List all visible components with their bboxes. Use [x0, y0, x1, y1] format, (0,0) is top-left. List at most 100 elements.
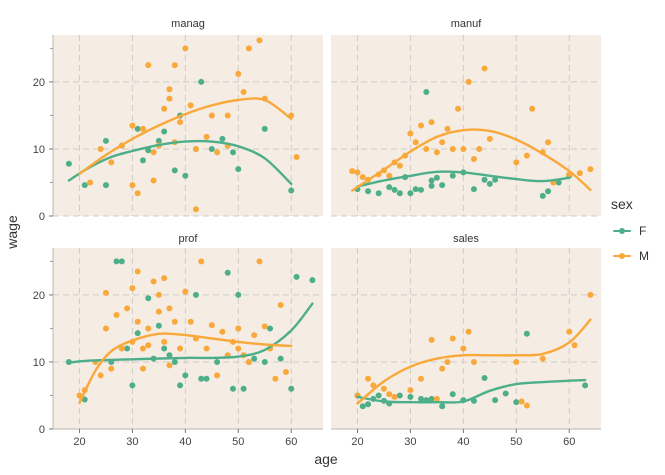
point-f — [235, 166, 242, 173]
point-m — [177, 345, 184, 352]
point-f — [428, 177, 435, 184]
point-f — [386, 184, 393, 191]
panel-strip — [53, 10, 323, 35]
x-tick-label: 50 — [232, 436, 244, 448]
smooth-line-m — [351, 128, 592, 192]
point-m — [108, 365, 115, 372]
x-tick-label: 30 — [404, 436, 416, 448]
point-m — [102, 289, 109, 296]
smooth-line-f — [67, 302, 314, 364]
point-f — [412, 186, 419, 193]
point-f — [492, 397, 499, 404]
point-f — [502, 390, 509, 397]
point-m — [251, 332, 258, 339]
smooth-line-m — [78, 332, 293, 405]
point-m — [407, 130, 414, 137]
point-f — [309, 277, 316, 284]
point-m — [349, 168, 356, 175]
point-f — [470, 186, 477, 193]
smooth-line-f — [356, 378, 587, 404]
panel-background — [53, 248, 323, 429]
point-f — [428, 395, 435, 402]
point-m — [412, 139, 419, 146]
point-f — [235, 291, 242, 298]
legend-key-m — [611, 245, 633, 267]
point-m — [444, 358, 451, 365]
point-m — [386, 391, 393, 398]
point-m — [444, 125, 451, 132]
point-f — [428, 182, 435, 189]
point-m — [396, 162, 403, 169]
point-m — [108, 159, 115, 166]
point-f — [102, 137, 109, 144]
panel-sales: sales 20 30 40 50 60 — [331, 225, 601, 448]
point-f — [539, 192, 546, 199]
point-f — [113, 258, 120, 265]
panels-layer: manag 0 10 20 manuf prof 0 10 20 20 30 40 50 60 sales 2… — [33, 10, 601, 448]
point-m — [407, 387, 414, 394]
legend-label-f: F — [639, 223, 647, 238]
point-m — [545, 139, 552, 146]
point-m — [161, 338, 168, 345]
legend-title: sex — [611, 196, 633, 212]
x-tick-label: 40 — [179, 436, 191, 448]
point-m — [481, 65, 488, 72]
point-f — [171, 358, 178, 365]
point-m — [155, 291, 162, 298]
point-m — [576, 170, 583, 177]
point-f — [523, 330, 530, 337]
point-m — [208, 112, 215, 119]
point-m — [155, 308, 162, 315]
point-m — [433, 149, 440, 156]
point-f — [134, 125, 141, 132]
point-f — [486, 180, 493, 187]
panel-manag: manag 0 10 20 — [33, 10, 323, 223]
point-m — [587, 291, 594, 298]
point-m — [566, 328, 573, 335]
point-f — [513, 399, 520, 406]
point-m — [423, 145, 430, 152]
point-m — [523, 152, 530, 159]
point-f — [155, 137, 162, 144]
point-m — [150, 177, 157, 184]
point-m — [192, 206, 199, 213]
point-m — [235, 325, 242, 332]
point-m — [523, 402, 530, 409]
point-f — [481, 176, 488, 183]
point-f — [214, 358, 221, 365]
point-m — [187, 318, 194, 325]
point-m — [245, 45, 252, 52]
point-f — [161, 128, 168, 135]
point-m — [145, 325, 152, 332]
point-m — [386, 172, 393, 179]
panel-strip — [331, 225, 601, 248]
point-m — [203, 345, 210, 352]
x-tick-label: 40 — [457, 436, 469, 448]
point-m — [256, 258, 263, 265]
point-f — [277, 355, 284, 362]
y-tick-label: 20 — [33, 77, 45, 89]
point-m — [219, 328, 226, 335]
smooth-line-f — [67, 139, 293, 185]
point-m — [433, 395, 440, 402]
point-m — [571, 342, 578, 349]
point-f — [240, 385, 247, 392]
point-m — [214, 372, 221, 379]
point-m — [439, 139, 446, 146]
point-m — [134, 268, 141, 275]
point-m — [145, 342, 152, 349]
point-m — [150, 278, 157, 285]
point-m — [272, 375, 279, 382]
point-f — [582, 382, 589, 389]
legend: sex F M — [611, 196, 661, 268]
panel-title: sales — [453, 233, 479, 245]
point-f — [418, 186, 424, 193]
x-tick-label: 20 — [351, 436, 363, 448]
point-f — [145, 295, 152, 302]
point-f — [449, 172, 456, 179]
legend-item-f: F — [611, 218, 661, 243]
point-f — [439, 403, 446, 410]
panel-prof: prof 0 10 20 20 30 40 50 60 — [33, 225, 323, 448]
legend-item-m: M — [611, 243, 661, 268]
panel-title: prof — [179, 233, 199, 245]
